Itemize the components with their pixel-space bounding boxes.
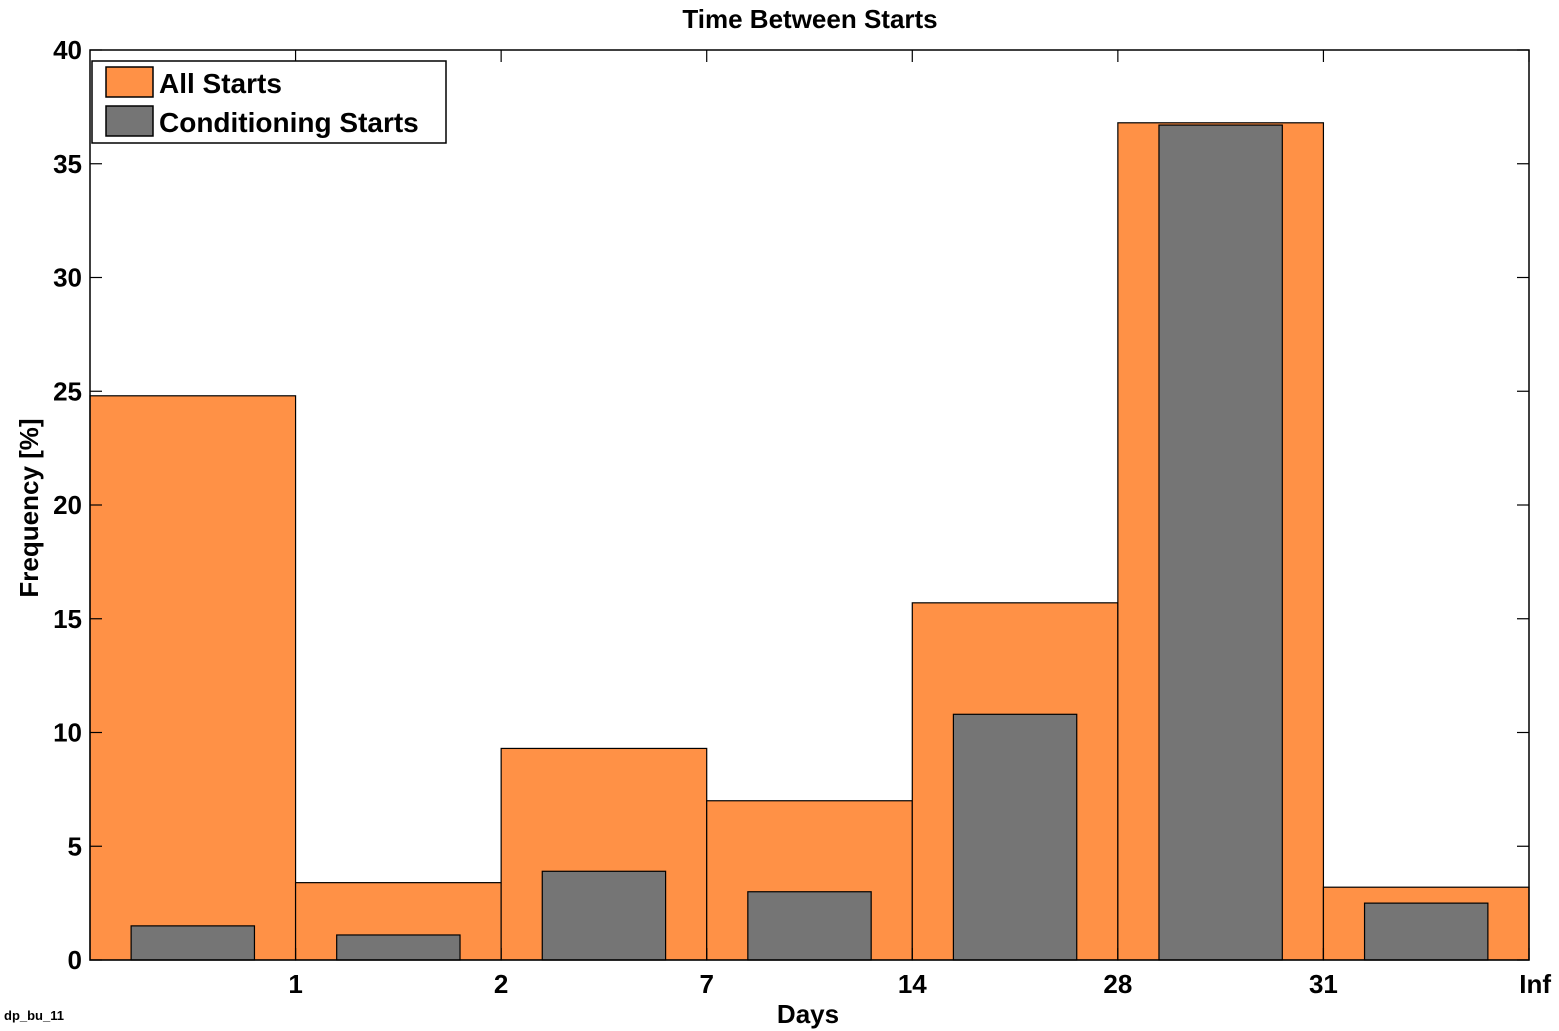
all-starts-series (89, 122, 1530, 961)
x-tick-label-5: 31 (1309, 969, 1338, 999)
axis-ticks: 0 5 10 15 20 25 30 35 40 1 2 7 14 28 31 Inf (53, 35, 1551, 999)
y-axis-label: Frequency [%] (14, 418, 44, 597)
x-tick-label-4: 28 (1103, 969, 1132, 999)
x-axis-label: Days (777, 999, 839, 1029)
conditioning-starts-bar-2 (541, 870, 667, 961)
x-tick-label-6: Inf (1519, 969, 1551, 999)
conditioning-starts-bar-0 (130, 925, 256, 961)
all-starts-bar-3 (706, 800, 913, 961)
conditioning-starts-bar-3 (747, 891, 872, 961)
figure-id-label: dp_bu_11 (4, 1008, 64, 1023)
x-tick-label-3: 14 (898, 969, 927, 999)
y-tick-label-5: 25 (53, 376, 82, 406)
legend-label-conditioning-starts: Conditioning Starts (159, 107, 419, 138)
legend-swatch-all-starts (105, 66, 154, 98)
conditioning-starts-bar-5 (1158, 124, 1283, 961)
conditioning-starts-series (130, 124, 1489, 961)
y-tick-label-0: 0 (68, 945, 82, 975)
y-tick-label-3: 15 (53, 604, 82, 634)
conditioning-starts-bar-4 (952, 713, 1078, 961)
y-tick-label-6: 30 (53, 263, 82, 293)
y-tick-label-7: 35 (53, 149, 82, 179)
y-tick-label-8: 40 (53, 35, 82, 65)
conditioning-starts-bar-1 (336, 934, 461, 961)
legend-swatch-conditioning-starts (105, 105, 154, 137)
legend-label-all-starts: All Starts (159, 68, 282, 99)
y-tick-label-2: 10 (53, 718, 82, 748)
y-tick-label-4: 20 (53, 490, 82, 520)
chart-title: Time Between Starts (682, 4, 937, 34)
all-starts-bar-0 (89, 395, 297, 961)
x-tick-label-0: 1 (288, 969, 302, 999)
y-tick-label-1: 5 (68, 831, 82, 861)
legend: All Starts Conditioning Starts (91, 60, 447, 144)
x-tick-label-2: 7 (699, 969, 713, 999)
x-tick-label-1: 2 (494, 969, 508, 999)
conditioning-starts-bar-6 (1363, 902, 1489, 961)
